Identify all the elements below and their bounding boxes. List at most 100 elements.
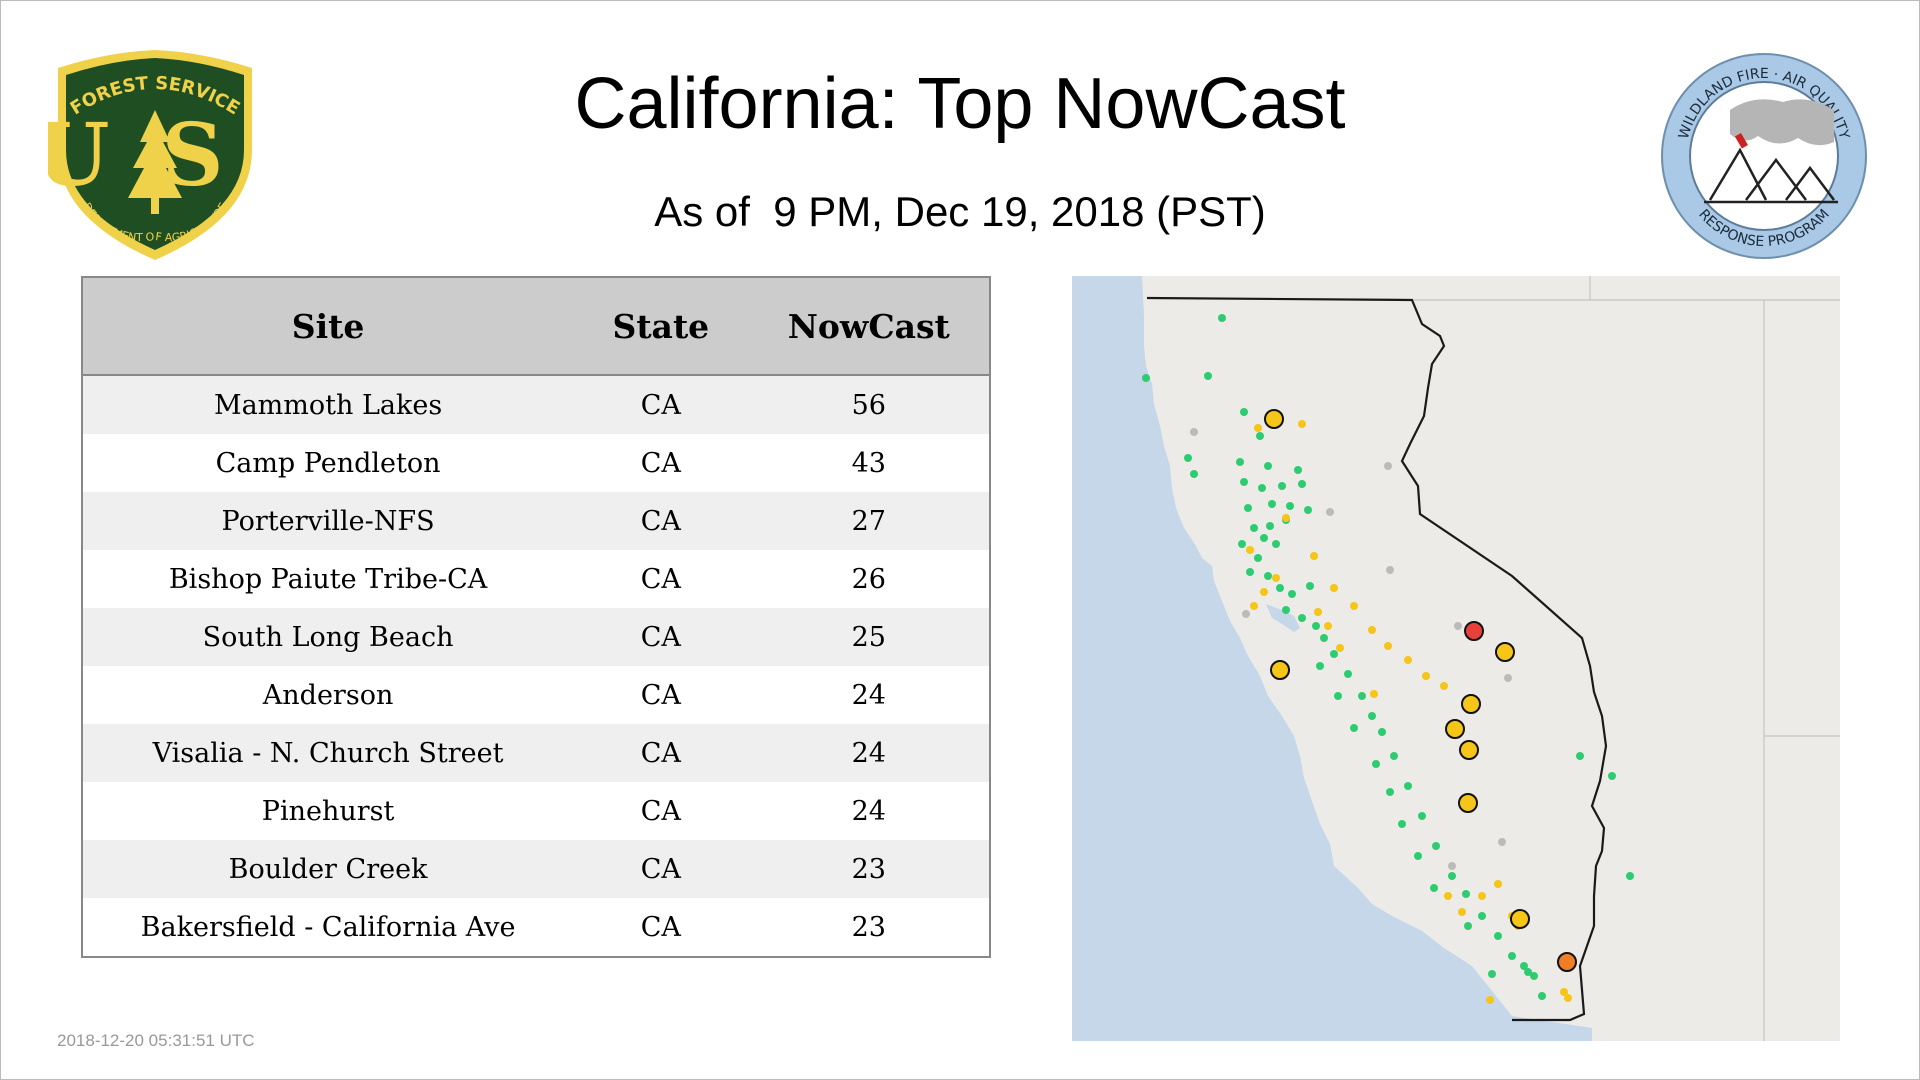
- site-dot: [1384, 462, 1392, 470]
- site-dot: [1330, 584, 1338, 592]
- nowcast-cell: 56: [748, 375, 990, 434]
- table-header-row: Site State NowCast: [82, 277, 990, 376]
- nowcast-cell: 25: [748, 608, 990, 666]
- forest-service-shield-logo: FOREST SERVICE US DEPARTMENT OF AGRICULT…: [48, 50, 252, 260]
- nowcast-cell: 26: [748, 550, 990, 608]
- site-dot: [1336, 644, 1344, 652]
- site-dot: [1240, 408, 1248, 416]
- site-dot: [1258, 484, 1266, 492]
- site-dot: [1498, 838, 1506, 846]
- site-dot: [1350, 724, 1358, 732]
- site-dot: [1298, 420, 1306, 428]
- site-cell: Mammoth Lakes: [82, 375, 574, 434]
- nowcast-cell: 24: [748, 666, 990, 724]
- table-row: Mammoth Lakes CA 56: [82, 375, 990, 434]
- mountains-icon: [1704, 147, 1838, 204]
- site-dot: [1384, 642, 1392, 650]
- site-cell: Visalia - N. Church Street: [82, 724, 574, 782]
- site-dot: [1530, 972, 1538, 980]
- site-dot: [1576, 752, 1584, 760]
- site-dot: [1350, 602, 1358, 610]
- site-dot: [1240, 478, 1248, 486]
- site-dot: [1334, 692, 1342, 700]
- top-site-marker: [1510, 909, 1530, 929]
- table-row: Anderson CA 24: [82, 666, 990, 724]
- site-dot: [1264, 462, 1272, 470]
- site-dot: [1626, 872, 1634, 880]
- nowcast-cell: 27: [748, 492, 990, 550]
- site-dot: [1272, 574, 1280, 582]
- table-row: Pinehurst CA 24: [82, 782, 990, 840]
- site-dot: [1462, 890, 1470, 898]
- top-site-marker: [1459, 740, 1479, 760]
- site-dot: [1422, 672, 1430, 680]
- header-site: Site: [82, 277, 574, 376]
- site-cell: Bishop Paiute Tribe-CA: [82, 550, 574, 608]
- monitoring-sites: [1142, 314, 1634, 1004]
- site-dot: [1564, 994, 1572, 1002]
- site-dot: [1276, 584, 1284, 592]
- site-dot: [1368, 712, 1376, 720]
- site-dot: [1608, 772, 1616, 780]
- site-dot: [1142, 374, 1150, 382]
- site-dot: [1494, 932, 1502, 940]
- site-cell: Camp Pendleton: [82, 434, 574, 492]
- neighbor-state-lines: [1412, 276, 1840, 1041]
- site-cell: Boulder Creek: [82, 840, 574, 898]
- table-row: Boulder Creek CA 23: [82, 840, 990, 898]
- site-dot: [1440, 682, 1448, 690]
- site-cell: South Long Beach: [82, 608, 574, 666]
- site-dot: [1286, 502, 1294, 510]
- site-dot: [1316, 662, 1324, 670]
- site-dot: [1524, 968, 1532, 976]
- california-air-quality-map: [1072, 276, 1840, 1041]
- site-cell: Anderson: [82, 666, 574, 724]
- state-cell: CA: [573, 782, 749, 840]
- site-dot: [1288, 590, 1296, 598]
- site-dot: [1504, 674, 1512, 682]
- site-dot: [1304, 506, 1312, 514]
- nowcast-cell: 24: [748, 724, 990, 782]
- site-cell: Pinehurst: [82, 782, 574, 840]
- site-dot: [1344, 670, 1352, 678]
- site-dot: [1478, 912, 1486, 920]
- site-dot: [1282, 514, 1290, 522]
- site-dot: [1236, 458, 1244, 466]
- state-cell: CA: [573, 608, 749, 666]
- top-nowcast-table: Site State NowCast Mammoth Lakes CA 56 C…: [81, 276, 991, 958]
- site-dot: [1458, 908, 1466, 916]
- site-cell: Porterville-NFS: [82, 492, 574, 550]
- site-dot: [1320, 634, 1328, 642]
- state-cell: CA: [573, 898, 749, 957]
- site-dot: [1310, 552, 1318, 560]
- state-cell: CA: [573, 375, 749, 434]
- site-dot: [1330, 650, 1338, 658]
- table-row: Visalia - N. Church Street CA 24: [82, 724, 990, 782]
- site-dot: [1448, 872, 1456, 880]
- site-dot: [1378, 728, 1386, 736]
- site-dot: [1282, 606, 1290, 614]
- site-dot: [1432, 842, 1440, 850]
- as-of-subtitle: As of 9 PM, Dec 19, 2018 (PST): [654, 188, 1266, 235]
- channel-island: [1390, 898, 1417, 908]
- flag-icon: [1734, 132, 1748, 149]
- site-dot: [1494, 880, 1502, 888]
- site-dot: [1298, 480, 1306, 488]
- site-dot: [1250, 524, 1258, 532]
- nowcast-cell: 43: [748, 434, 990, 492]
- site-dot: [1246, 568, 1254, 576]
- site-dot: [1242, 610, 1250, 618]
- state-cell: CA: [573, 840, 749, 898]
- state-cell: CA: [573, 724, 749, 782]
- header-nowcast: NowCast: [748, 277, 990, 376]
- site-dot: [1256, 432, 1264, 440]
- site-dot: [1254, 554, 1262, 562]
- top-site-marker: [1458, 793, 1478, 813]
- state-cell: CA: [573, 550, 749, 608]
- site-dot: [1326, 508, 1334, 516]
- site-dot: [1508, 952, 1516, 960]
- site-dot: [1272, 540, 1280, 548]
- san-francisco-bay: [1266, 604, 1300, 632]
- site-dot: [1418, 812, 1426, 820]
- site-dot: [1358, 692, 1366, 700]
